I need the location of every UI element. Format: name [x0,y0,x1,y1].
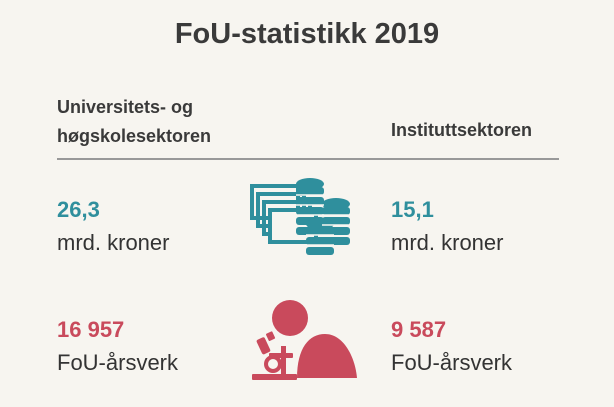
stat-uh-fte-unit: FoU-årsverk [57,350,179,375]
stat-inst-fte: 9 587 FoU-årsverk [391,316,512,378]
page-title: FoU-statistikk 2019 [174,18,440,50]
stat-inst-fte-unit: FoU-årsverk [391,350,513,375]
stat-inst-money-unit: mrd. kroner [391,230,504,255]
stat-inst-money: 15,1 mrd. kroner [391,196,503,258]
column-header-universities: Universitets- og høgskolesektoren [57,93,211,151]
stat-uh-fte-value: 16 957 [57,317,125,342]
column-header-universities-line2: høgskolesektoren [57,126,212,146]
column-header-institutes: Instituttsektoren [391,120,533,140]
researcher-microscope-icon [252,300,357,380]
header-divider [57,158,559,160]
stat-uh-money: 26,3 mrd. kroner [57,196,169,258]
stat-uh-money-unit: mrd. kroner [57,230,170,255]
stat-inst-fte-value: 9 587 [391,317,447,342]
column-header-universities-line1: Universitets- og [57,97,194,117]
money-coins-icon [250,178,350,255]
stat-inst-money-value: 15,1 [391,197,434,222]
stat-uh-fte: 16 957 FoU-årsverk [57,316,178,378]
stat-uh-money-value: 26,3 [57,197,100,222]
